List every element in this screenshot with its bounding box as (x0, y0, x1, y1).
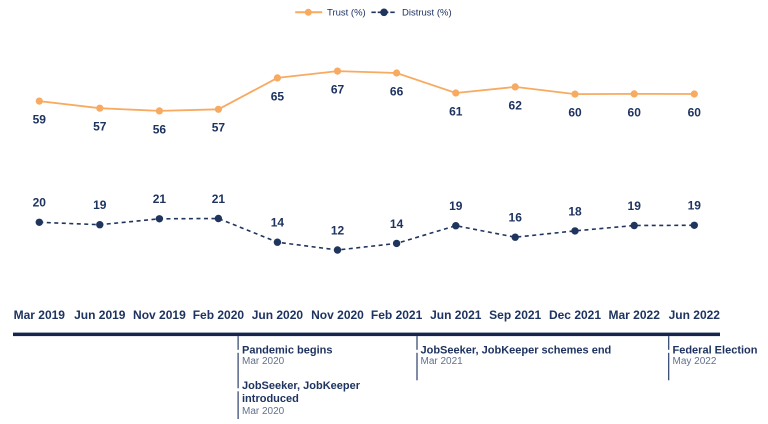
svg-text:59: 59 (33, 113, 47, 127)
svg-text:JobSeeker, JobKeeper: JobSeeker, JobKeeper (242, 380, 361, 392)
svg-text:56: 56 (153, 122, 167, 136)
svg-text:60: 60 (568, 106, 582, 120)
svg-text:19: 19 (628, 199, 642, 213)
svg-text:Pandemic begins: Pandemic begins (242, 344, 332, 356)
svg-text:61: 61 (449, 104, 463, 118)
svg-text:66: 66 (390, 84, 404, 98)
svg-text:65: 65 (271, 89, 285, 103)
svg-text:Feb 2021: Feb 2021 (371, 308, 423, 322)
svg-text:Jun 2021: Jun 2021 (430, 308, 482, 322)
svg-text:21: 21 (212, 192, 226, 206)
svg-text:Jun 2020: Jun 2020 (252, 308, 304, 322)
svg-text:14: 14 (390, 217, 404, 231)
svg-text:Nov 2020: Nov 2020 (311, 308, 364, 322)
svg-text:19: 19 (688, 199, 702, 213)
svg-text:19: 19 (93, 198, 107, 212)
svg-text:May 2022: May 2022 (673, 356, 717, 367)
svg-text:60: 60 (628, 105, 642, 119)
svg-text:18: 18 (568, 204, 582, 218)
svg-text:16: 16 (509, 211, 523, 225)
svg-text:57: 57 (212, 121, 226, 135)
svg-text:19: 19 (449, 199, 463, 213)
svg-text:Mar 2020: Mar 2020 (242, 356, 285, 367)
svg-text:62: 62 (509, 98, 523, 112)
svg-text:21: 21 (153, 192, 167, 206)
svg-text:introduced: introduced (242, 393, 299, 405)
svg-text:Mar 2021: Mar 2021 (421, 356, 464, 367)
svg-text:Sep 2021: Sep 2021 (489, 308, 541, 322)
svg-text:Trust (%): Trust (%) (327, 7, 366, 18)
svg-text:Nov 2019: Nov 2019 (133, 308, 186, 322)
svg-text:Mar 2020: Mar 2020 (242, 406, 285, 417)
svg-text:Mar 2019: Mar 2019 (14, 308, 66, 322)
svg-text:14: 14 (271, 216, 285, 230)
svg-text:12: 12 (331, 223, 345, 237)
svg-text:67: 67 (331, 83, 345, 97)
svg-text:Distrust (%): Distrust (%) (402, 7, 452, 18)
svg-text:Jun 2019: Jun 2019 (74, 308, 126, 322)
svg-text:60: 60 (688, 105, 702, 119)
svg-text:Dec 2021: Dec 2021 (549, 308, 601, 322)
svg-text:57: 57 (93, 120, 107, 134)
svg-text:Feb 2020: Feb 2020 (193, 308, 245, 322)
svg-text:Mar 2022: Mar 2022 (609, 308, 661, 322)
svg-text:JobSeeker, JobKeeper schemes e: JobSeeker, JobKeeper schemes end (421, 344, 612, 356)
svg-text:20: 20 (33, 196, 47, 210)
svg-text:Jun 2022: Jun 2022 (669, 308, 721, 322)
svg-text:Federal Election: Federal Election (673, 344, 758, 356)
